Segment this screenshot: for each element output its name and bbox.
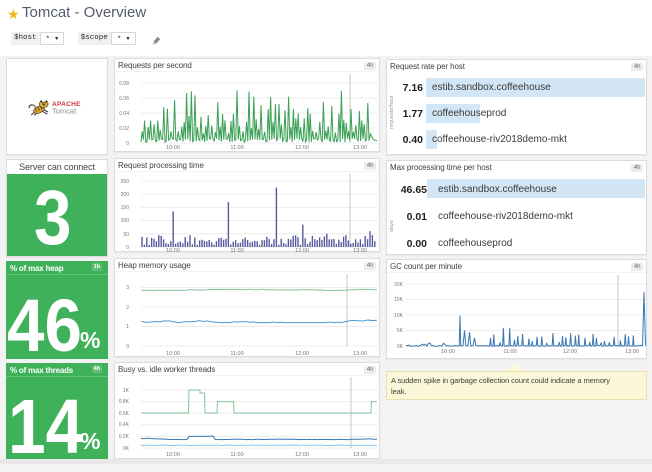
svg-text:APACHE: APACHE: [52, 101, 81, 108]
svg-text:Tomcat: Tomcat: [52, 107, 77, 116]
